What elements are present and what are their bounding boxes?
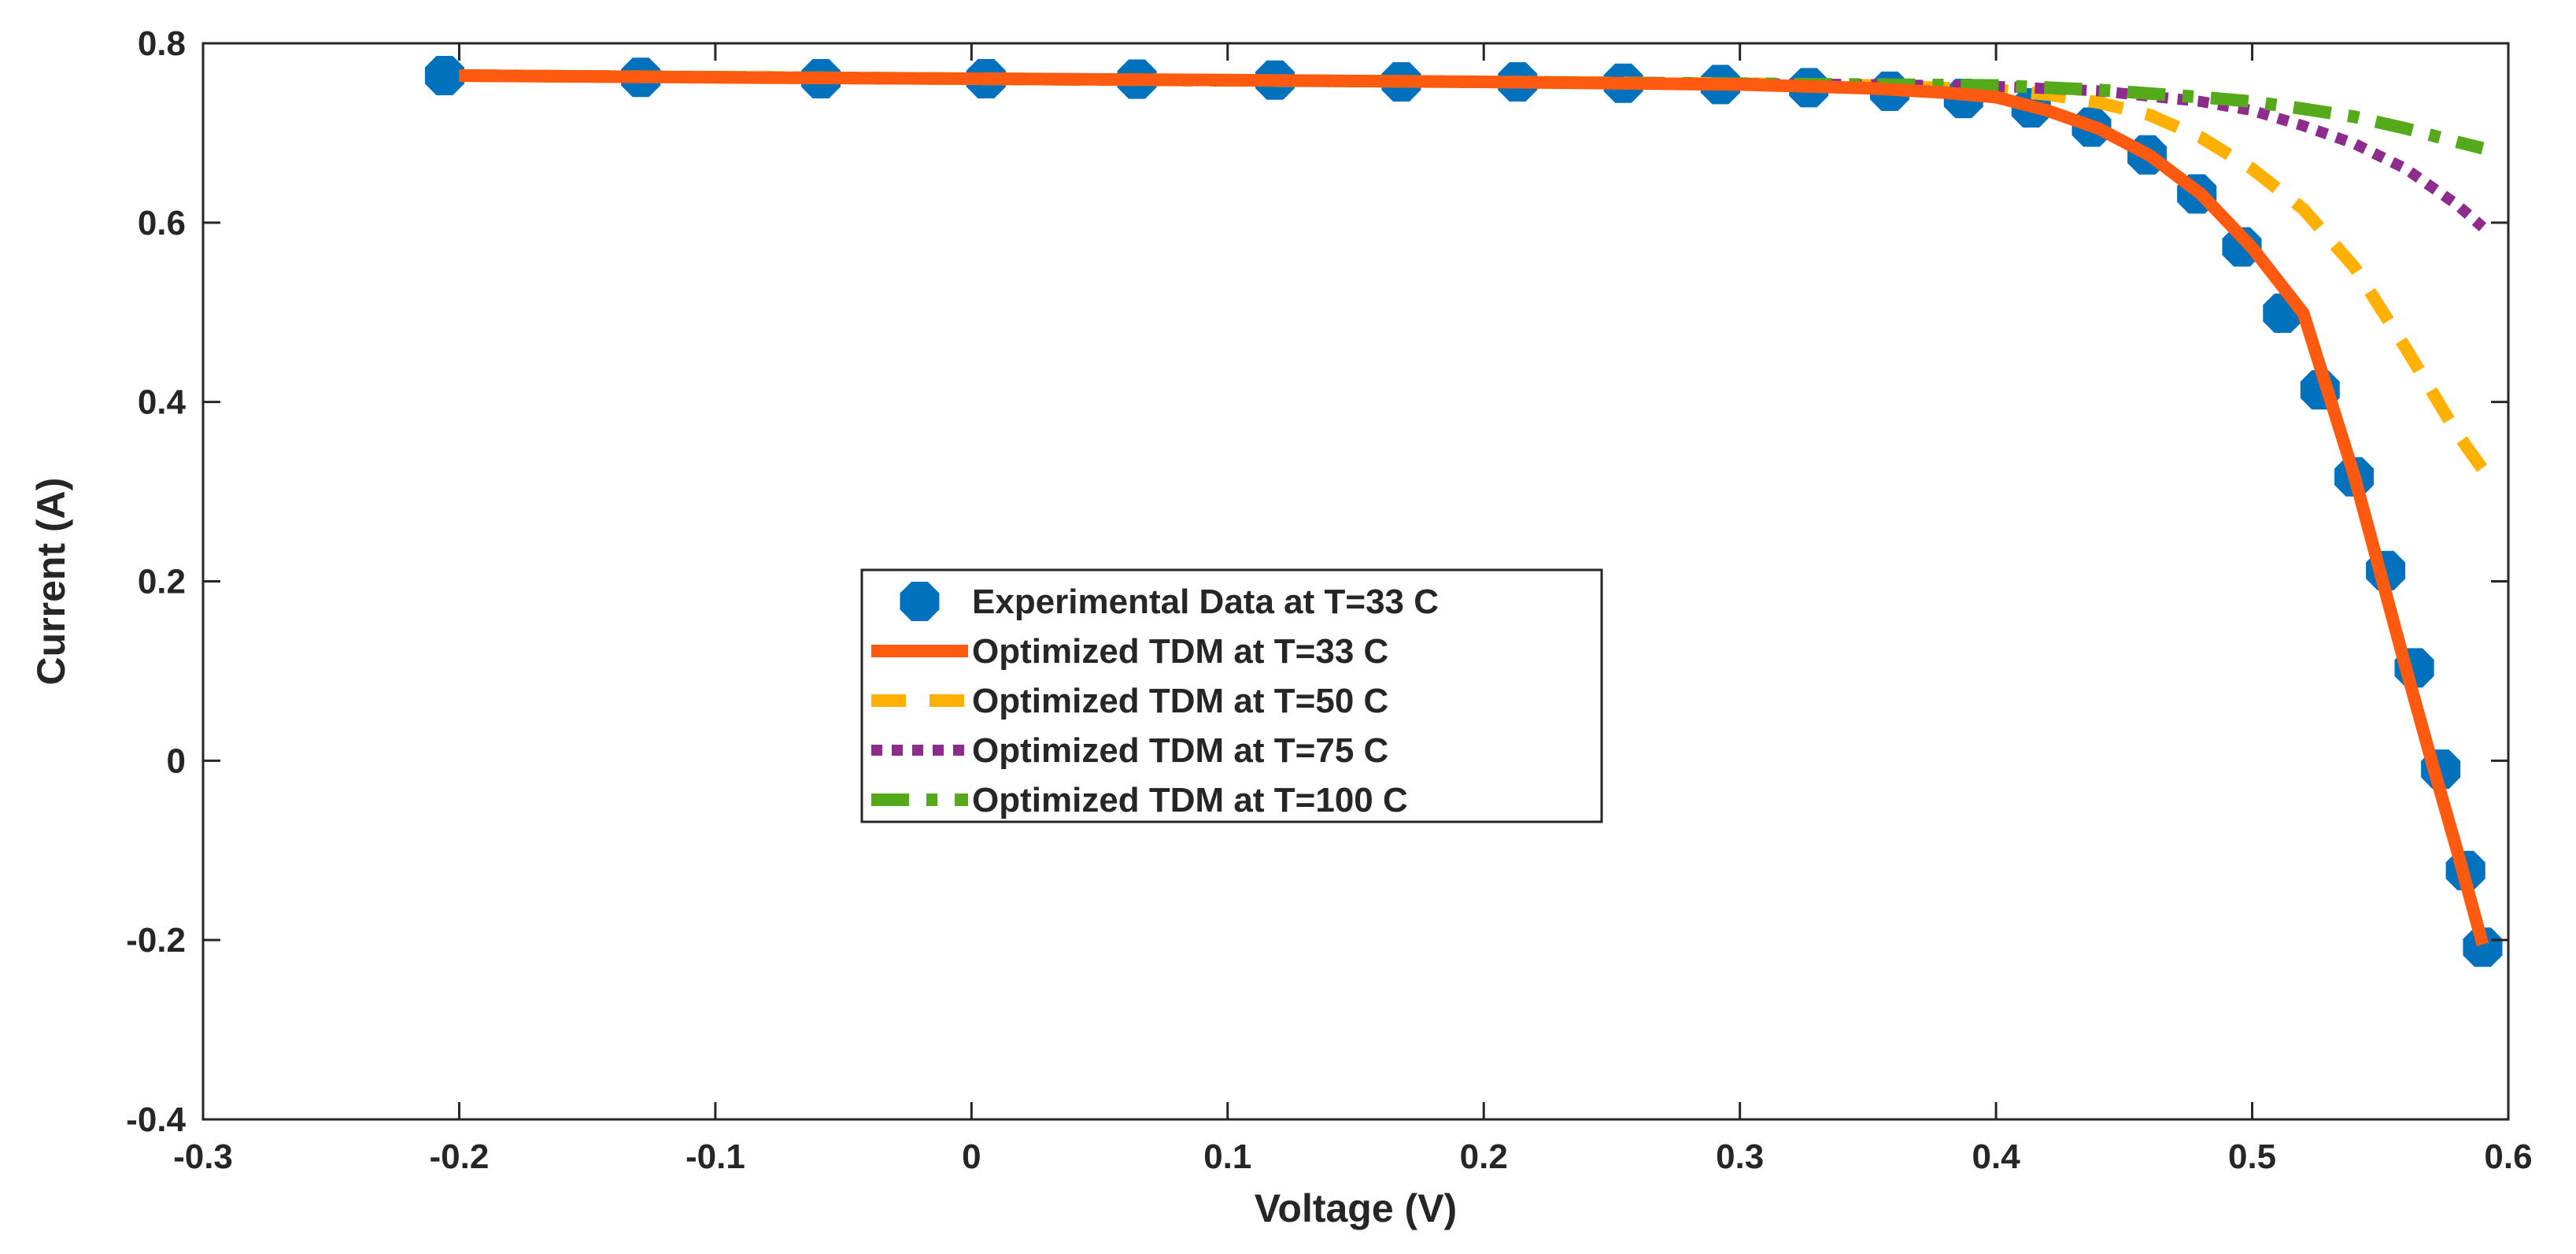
legend-entry-label: Optimized TDM at T=33 C xyxy=(972,632,1388,671)
series-1-line xyxy=(459,69,2489,947)
y-tick-label: 0.8 xyxy=(138,24,186,63)
x-tick-label: -0.1 xyxy=(686,1137,745,1176)
series-3-line xyxy=(459,70,2487,231)
legend-entry-label: Optimized TDM at T=100 C xyxy=(972,781,1408,819)
y-tick-label: 0.4 xyxy=(138,383,187,422)
x-tick-label: -0.2 xyxy=(430,1137,490,1176)
series-layer xyxy=(424,56,2503,967)
legend: Experimental Data at T=33 C Optimized TDM… xyxy=(860,568,1603,823)
x-tick-label: 0.4 xyxy=(1972,1137,2021,1176)
legend-marker xyxy=(900,582,940,621)
y-axis-label: Current (A) xyxy=(29,478,73,686)
axis-ticks: -0.3 -0.2 -0.1 0 0.1 0.2 0.3 0.4 0.5 0.6 -0.4 -0.2 0… xyxy=(126,24,2532,1176)
y-tick-label: -0.4 xyxy=(126,1100,186,1139)
x-tick-label: 0.2 xyxy=(1460,1137,1508,1176)
data-point xyxy=(2463,927,2503,967)
legend-entry-label: Optimized TDM at T=50 C xyxy=(972,682,1388,720)
y-tick-label: 0 xyxy=(167,742,186,780)
legend-box xyxy=(860,568,1603,823)
x-tick-label: 0.6 xyxy=(2484,1137,2532,1176)
x-tick-label: 0 xyxy=(962,1137,981,1176)
data-point xyxy=(424,56,464,95)
x-tick-label: 0.5 xyxy=(2228,1137,2276,1176)
x-tick-label: 0.3 xyxy=(1716,1137,1764,1176)
x-axis-label: Voltage (V) xyxy=(1255,1186,1457,1230)
y-tick-label: 0.6 xyxy=(138,204,186,242)
y-tick-label: -0.2 xyxy=(126,921,186,960)
x-tick-label: -0.3 xyxy=(173,1137,233,1176)
legend-entry-label: Optimized TDM at T=75 C xyxy=(972,731,1388,770)
legend-entry-label: Experimental Data at T=33 C xyxy=(972,583,1439,621)
series-2-line xyxy=(459,69,2489,473)
x-tick-label: 0.1 xyxy=(1203,1137,1251,1176)
y-tick-label: 0.2 xyxy=(138,563,186,601)
